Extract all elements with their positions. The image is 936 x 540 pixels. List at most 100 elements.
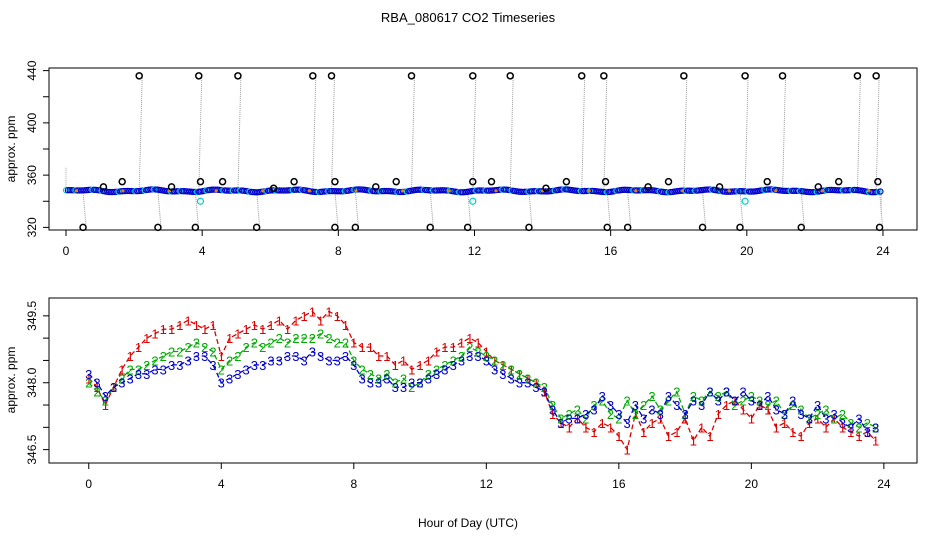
series-1-glyph: 1 <box>400 353 407 368</box>
series-1-glyph: 1 <box>358 340 365 355</box>
bottom-x-tick-label: 16 <box>612 477 626 491</box>
series-1-glyph: 1 <box>690 434 697 449</box>
spike-line <box>702 190 707 228</box>
mid-point <box>167 183 176 191</box>
series-3-glyph: 3 <box>574 411 581 426</box>
series-2-glyph: 2 <box>673 385 680 400</box>
series-2-glyph: 2 <box>723 385 730 400</box>
bottom-y-tick-label: 349.5 <box>25 300 39 330</box>
series-1-glyph: 1 <box>408 362 415 377</box>
cyan-point <box>196 197 205 205</box>
series-2-glyph: 2 <box>739 394 746 409</box>
series-3-glyph: 3 <box>756 398 763 413</box>
series-3-glyph: 3 <box>160 362 167 377</box>
series-2-glyph: 2 <box>797 402 804 417</box>
series-2-glyph: 2 <box>715 389 722 404</box>
series-2-glyph: 2 <box>375 371 382 386</box>
series-1-glyph: 1 <box>243 322 250 337</box>
low-spike-point <box>79 223 87 232</box>
series-2-glyph: 2 <box>483 349 490 364</box>
top-panel: 0 4 8 12 16 20 24 320 360 400 440 approx. ppm <box>4 60 918 258</box>
series-1-glyph: 1 <box>623 443 630 458</box>
series-3-glyph: 3 <box>491 362 498 377</box>
series-1-glyph: 1 <box>334 309 341 324</box>
series-3-glyph: 3 <box>665 389 672 404</box>
high-spike-point <box>309 72 317 80</box>
series-2-glyph: 2 <box>665 394 672 409</box>
series-1-glyph: 1 <box>176 318 183 333</box>
series-1-glyph: 1 <box>541 385 548 400</box>
series-3-glyph: 3 <box>416 376 423 391</box>
series-2-glyph: 2 <box>623 394 630 409</box>
series-3-glyph: 3 <box>731 394 738 409</box>
series-2-glyph: 2 <box>822 402 829 417</box>
low-spike-point <box>154 223 162 232</box>
top-y-tick-label: 400 <box>25 113 39 133</box>
series-1-glyph: 1 <box>599 416 606 431</box>
series-3-glyph: 3 <box>723 385 730 400</box>
series-2-glyph: 2 <box>491 353 498 368</box>
series-3-glyph: 3 <box>218 376 225 391</box>
series-2-glyph: 2 <box>300 331 307 346</box>
baseline-orange-point <box>634 189 638 193</box>
series-3-glyph: 3 <box>276 353 283 368</box>
series-1-glyph: 1 <box>491 353 498 368</box>
series-2-glyph: 2 <box>135 362 142 377</box>
top-x-tick-label: 8 <box>335 244 342 258</box>
series-1-glyph: 1 <box>764 402 771 417</box>
series-3-glyph: 3 <box>822 411 829 426</box>
low-spike-point <box>463 223 472 232</box>
series-2-glyph: 2 <box>847 416 854 431</box>
series-1-glyph: 1 <box>226 331 233 346</box>
series-2-glyph: 2 <box>731 398 738 413</box>
series-2-glyph: 2 <box>690 389 697 404</box>
bottom-plot-frame <box>48 297 918 464</box>
mid-point <box>834 177 843 186</box>
series-1-glyph: 1 <box>441 340 448 355</box>
series-3-glyph: 3 <box>607 398 614 413</box>
top-x-tick-label: 4 <box>199 244 206 258</box>
low-spike-point <box>603 223 611 232</box>
mid-point <box>99 183 108 191</box>
series-2-glyph: 2 <box>681 407 688 422</box>
series-1-glyph: 1 <box>524 371 531 386</box>
high-spike-point <box>506 72 514 80</box>
series-1-glyph: 1 <box>458 336 465 351</box>
bottom-series-lines <box>88 310 877 452</box>
series-2-glyph: 2 <box>516 367 523 382</box>
series-3-glyph: 3 <box>118 376 125 391</box>
series-1-glyph: 1 <box>499 358 506 373</box>
low-spike-point <box>191 223 200 232</box>
series-3-glyph: 3 <box>483 353 490 368</box>
series-3-glyph: 3 <box>566 411 573 426</box>
series-2-glyph: 2 <box>93 385 100 400</box>
series-3-glyph: 3 <box>847 420 854 435</box>
mid-point <box>644 183 652 191</box>
series-3-glyph: 3 <box>541 385 548 400</box>
series-1-glyph: 1 <box>234 327 241 342</box>
series-1-glyph: 1 <box>102 398 109 413</box>
series-1-glyph: 1 <box>416 358 423 373</box>
mid-point <box>874 177 882 186</box>
series-3-glyph: 3 <box>872 420 879 435</box>
series-2-glyph: 2 <box>400 371 407 386</box>
high-spike-point <box>234 72 242 80</box>
series-2-glyph: 2 <box>756 394 763 409</box>
series-1-glyph: 1 <box>284 322 291 337</box>
baseline-orange-point <box>354 189 358 193</box>
series-3-glyph: 3 <box>615 407 622 422</box>
mid-point <box>664 177 673 186</box>
series-2-glyph: 2 <box>234 349 241 364</box>
series-1-glyph: 1 <box>806 416 813 431</box>
series-3-glyph: 3 <box>458 353 465 368</box>
series-3-glyph: 3 <box>292 349 299 364</box>
mid-point <box>562 177 571 186</box>
series-1-glyph: 1 <box>864 425 871 440</box>
series-3-glyph: 3 <box>516 376 523 391</box>
series-1-line <box>88 310 877 452</box>
low-spike-point <box>736 223 744 232</box>
spike-line <box>603 75 608 191</box>
mid-point <box>290 177 298 186</box>
